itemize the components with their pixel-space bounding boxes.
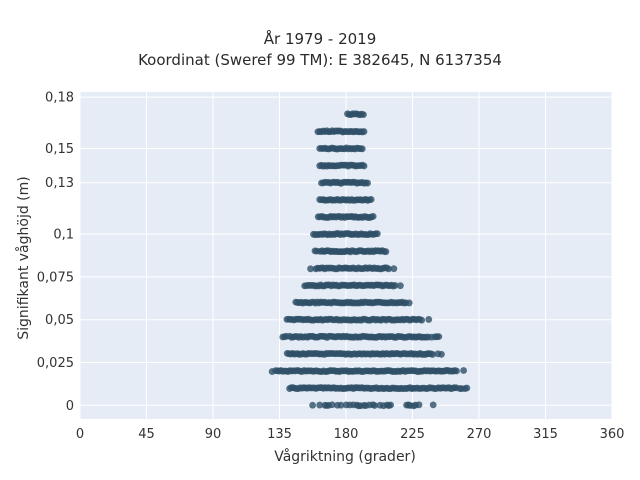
x-tick-label: 270 — [467, 427, 492, 442]
data-point — [396, 282, 404, 290]
data-point — [360, 162, 368, 170]
data-point — [460, 367, 468, 374]
data-point — [369, 213, 377, 220]
data-point — [316, 401, 324, 409]
data-point — [373, 230, 381, 238]
data-point — [425, 316, 433, 323]
data-band — [314, 127, 368, 136]
y-tick-label: 0,1 — [53, 228, 74, 243]
data-point — [429, 401, 437, 409]
y-tick-label: 0 — [66, 399, 74, 414]
x-tick-labels: 0 45 90 135 180 225 270 315 360 — [76, 427, 625, 442]
y-tick-label: 0,15 — [45, 142, 74, 157]
x-tick-label: 360 — [600, 427, 625, 442]
data-band — [316, 144, 366, 153]
data-band — [344, 110, 367, 119]
data-point — [438, 350, 445, 358]
y-tick-label: 0,13 — [45, 176, 74, 191]
x-tick-label: 180 — [334, 427, 359, 442]
data-point — [367, 196, 375, 203]
data-band — [307, 264, 398, 273]
data-point — [364, 179, 371, 187]
data-point — [358, 145, 366, 153]
chart-subtitle: Koordinat (Sweref 99 TM): E 382645, N 61… — [138, 51, 502, 69]
x-tick-label: 45 — [138, 427, 155, 442]
data-point — [385, 265, 392, 273]
x-tick-label: 135 — [267, 427, 292, 442]
data-point — [453, 367, 460, 375]
y-axis-label: Signifikant våghöjd (m) — [15, 176, 32, 339]
chart-title: År 1979 - 2019 — [263, 30, 377, 48]
data-band — [301, 281, 404, 290]
data-point — [371, 402, 379, 409]
data-point — [360, 111, 367, 119]
data-band — [310, 230, 381, 239]
data-point — [387, 401, 395, 409]
data-point — [391, 282, 399, 289]
data-point — [405, 299, 413, 307]
data-point — [307, 265, 314, 273]
data-point — [418, 316, 426, 324]
data-band — [318, 178, 371, 187]
data-band — [279, 332, 443, 341]
y-tick-label: 0,18 — [45, 91, 74, 106]
data-point — [429, 351, 436, 358]
data-point — [328, 401, 336, 409]
data-band — [283, 315, 433, 324]
x-tick-label: 315 — [533, 427, 558, 442]
data-band — [316, 161, 368, 170]
data-band — [283, 349, 445, 358]
data-point — [390, 265, 398, 273]
data-point — [309, 401, 316, 409]
x-tick-label: 225 — [400, 427, 425, 442]
data-band — [314, 212, 377, 221]
data-band — [268, 367, 468, 376]
y-tick-labels: 0 0,025 0,05 0,075 0,1 0,13 0,15 0,18 — [37, 91, 74, 414]
data-point — [382, 248, 390, 256]
data-band — [311, 247, 390, 256]
x-tick-label: 90 — [205, 427, 222, 442]
data-point — [435, 333, 443, 341]
data-band — [292, 298, 413, 307]
y-tick-label: 0,075 — [37, 270, 74, 285]
x-axis-label: Vågriktning (grader) — [274, 448, 416, 465]
y-tick-label: 0,025 — [37, 356, 74, 371]
data-point — [360, 128, 368, 135]
data-point — [337, 401, 345, 409]
y-tick-label: 0,05 — [45, 313, 74, 328]
data-point — [415, 401, 423, 409]
data-band — [309, 401, 437, 410]
x-tick-label: 0 — [76, 427, 84, 442]
data-band — [286, 384, 471, 393]
data-points — [268, 110, 471, 410]
data-band — [316, 195, 375, 204]
data-point — [463, 384, 471, 392]
